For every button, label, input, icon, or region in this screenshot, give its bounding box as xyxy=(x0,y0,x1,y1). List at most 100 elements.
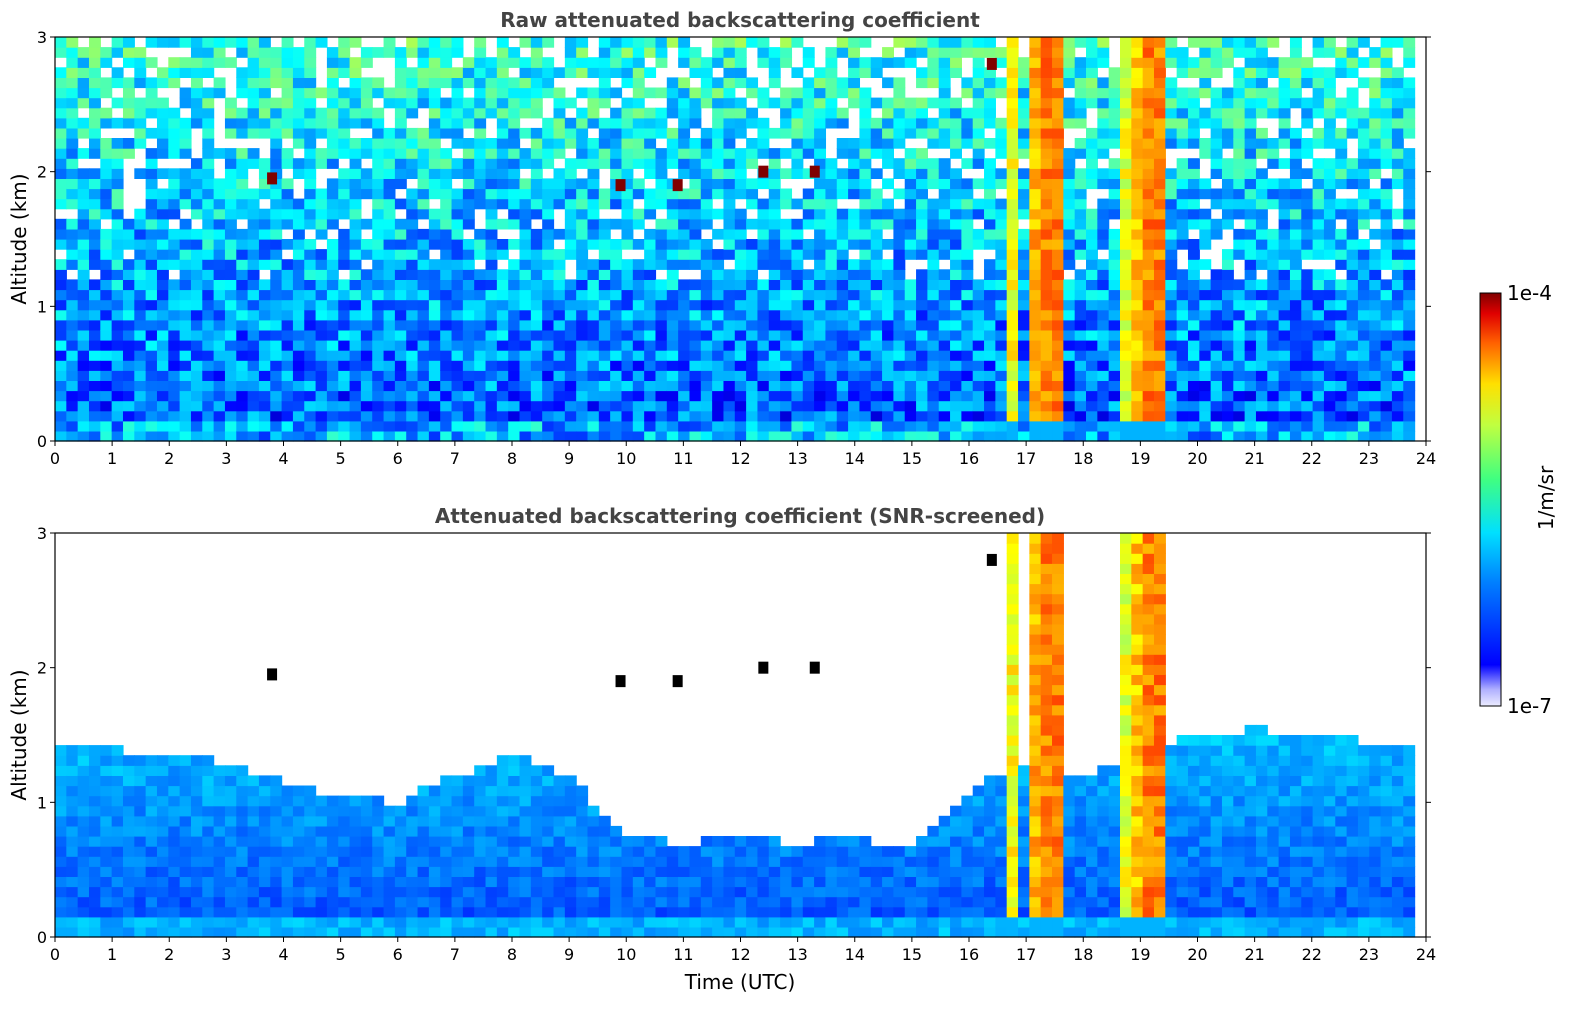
heatmap-cell xyxy=(984,188,996,200)
heatmap-cell xyxy=(734,309,747,321)
heatmap-cell xyxy=(440,815,453,827)
heatmap-cell xyxy=(77,380,90,392)
heatmap-cell xyxy=(134,299,147,311)
heatmap-cell xyxy=(644,148,657,159)
heatmap-cell xyxy=(791,309,804,321)
heatmap-cell xyxy=(66,400,79,412)
heatmap-cell xyxy=(916,188,928,200)
heatmap-cell xyxy=(190,198,203,210)
heatmap-cell xyxy=(542,370,555,381)
heatmap-cell xyxy=(632,420,645,432)
heatmap-cell xyxy=(417,47,430,58)
heatmap-cell xyxy=(406,198,419,210)
heatmap-cell xyxy=(1120,127,1132,139)
heatmap-cell xyxy=(1029,249,1042,260)
heatmap-cell xyxy=(768,420,781,432)
heatmap-cell xyxy=(349,329,362,341)
heatmap-cell xyxy=(236,775,249,787)
heatmap-cell xyxy=(496,107,509,119)
heatmap-cell xyxy=(474,37,487,48)
heatmap-cell xyxy=(1153,329,1166,341)
heatmap-cell xyxy=(1267,87,1280,99)
heatmap-cell xyxy=(485,430,498,442)
heatmap-cell xyxy=(836,239,849,250)
heatmap-cell xyxy=(1323,289,1336,301)
heatmap-cell xyxy=(1040,420,1053,432)
heatmap-cell xyxy=(1278,107,1291,119)
heatmap-cell xyxy=(134,896,147,908)
heatmap-cell xyxy=(1165,37,1178,48)
heatmap-cell xyxy=(394,87,407,99)
heatmap-cell xyxy=(791,87,804,99)
heatmap-cell xyxy=(66,765,79,776)
heatmap-cell xyxy=(1233,370,1246,381)
heatmap-cell xyxy=(474,400,487,412)
heatmap-cell xyxy=(451,380,464,392)
heatmap-cell xyxy=(247,795,260,807)
heatmap-cell xyxy=(1120,198,1132,210)
heatmap-cell xyxy=(258,866,271,877)
heatmap-cell xyxy=(1391,77,1404,89)
heatmap-cell xyxy=(462,916,475,928)
heatmap-cell xyxy=(836,370,849,381)
heatmap-cell xyxy=(134,370,147,381)
heatmap-cell xyxy=(326,299,339,311)
heatmap-cell xyxy=(1029,279,1042,291)
heatmap-cell xyxy=(247,188,260,200)
heatmap-cell xyxy=(55,148,67,159)
heatmap-cell xyxy=(236,37,249,48)
heatmap-cell xyxy=(1165,107,1178,119)
heatmap-cell xyxy=(168,825,181,837)
heatmap-cell xyxy=(1006,380,1019,392)
heatmap-cell xyxy=(134,906,147,918)
heatmap-cell xyxy=(428,916,441,928)
heatmap-cell xyxy=(122,876,135,888)
heatmap-cell xyxy=(1120,138,1132,149)
heatmap-cell xyxy=(542,228,555,240)
heatmap-cell xyxy=(1255,198,1268,210)
heatmap-cell xyxy=(417,259,430,270)
heatmap-cell xyxy=(338,400,351,412)
heatmap-cell xyxy=(598,390,611,402)
heatmap-cell xyxy=(134,836,147,847)
heatmap-cell xyxy=(916,178,928,190)
heatmap-cell xyxy=(66,77,79,89)
heatmap-cell xyxy=(972,360,985,371)
heatmap-cell xyxy=(734,299,747,311)
heatmap-cell xyxy=(1176,239,1189,250)
heatmap-cell xyxy=(122,117,135,129)
heatmap-cell xyxy=(134,107,147,119)
heatmap-cell xyxy=(1131,329,1144,341)
heatmap-cell xyxy=(134,319,147,331)
heatmap-cell xyxy=(496,168,509,179)
heatmap-cell xyxy=(1142,127,1155,139)
heatmap-cell xyxy=(55,289,67,301)
heatmap-cell xyxy=(802,208,815,220)
heatmap-cell xyxy=(768,218,781,230)
heatmap-cell xyxy=(77,350,90,361)
heatmap-cell xyxy=(270,836,283,847)
heatmap-cell xyxy=(1380,249,1393,260)
heatmap-cell xyxy=(1052,208,1064,220)
heatmap-cell xyxy=(100,745,113,756)
heatmap-cell xyxy=(88,299,101,311)
heatmap-cell xyxy=(1199,370,1212,381)
heatmap-cell xyxy=(1040,127,1053,139)
heatmap-cell xyxy=(440,785,453,797)
heatmap-cell xyxy=(916,410,928,422)
heatmap-cell xyxy=(598,228,611,240)
heatmap-cell xyxy=(451,430,464,442)
heatmap-cell xyxy=(451,340,464,351)
heatmap-cell xyxy=(1052,87,1064,99)
heatmap-cell xyxy=(802,127,815,139)
heatmap-cell xyxy=(1233,279,1246,291)
heatmap-cell xyxy=(111,97,124,109)
heatmap-cell xyxy=(984,390,996,402)
heatmap-cell xyxy=(168,360,181,371)
heatmap-cell xyxy=(224,158,237,169)
heatmap-cell xyxy=(247,380,260,392)
heatmap-cell xyxy=(224,350,237,361)
heatmap-cell xyxy=(179,37,192,48)
heatmap-cell xyxy=(145,127,158,139)
heatmap-cell xyxy=(938,279,951,291)
